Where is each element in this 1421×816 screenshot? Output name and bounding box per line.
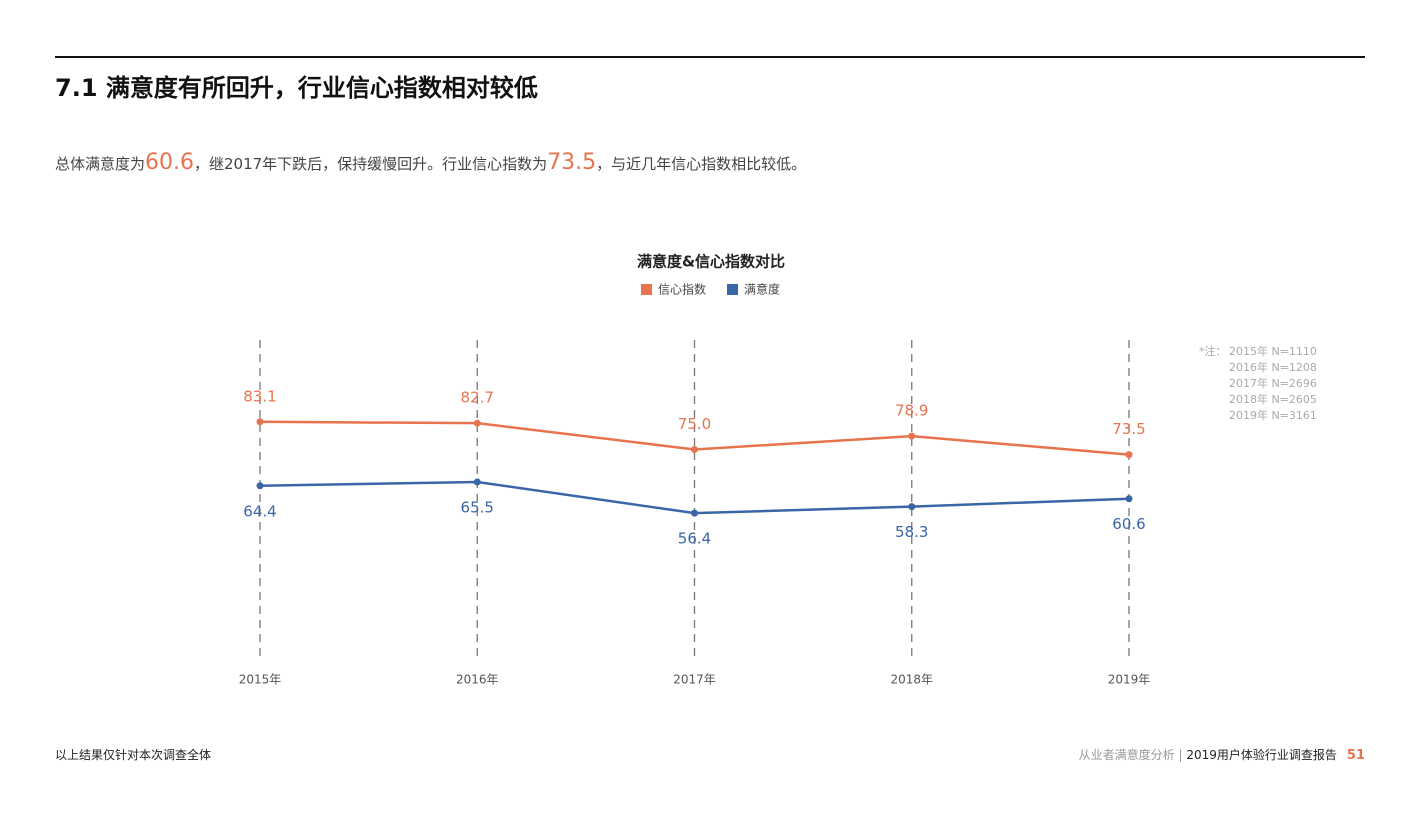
data-label: 83.1 xyxy=(243,387,276,405)
footer: 从业者满意度分析 | 2019用户体验行业调查报告 51 xyxy=(1079,746,1365,763)
note-line: 2018年 N=2605 xyxy=(1229,392,1317,406)
data-label: 82.7 xyxy=(461,389,494,407)
x-tick-label: 2019年 xyxy=(1108,673,1151,687)
separator: | xyxy=(1174,748,1187,762)
note-line: 2017年 N=2696 xyxy=(1229,376,1317,390)
data-point xyxy=(691,446,698,453)
note-line: 2019年 N=3161 xyxy=(1229,408,1317,422)
data-label: 65.5 xyxy=(461,498,494,516)
legend-label: 满意度 xyxy=(744,282,780,297)
data-point xyxy=(256,418,264,426)
data-point xyxy=(691,509,698,517)
data-label: 60.6 xyxy=(1112,515,1145,533)
text: 总体满意度为 xyxy=(55,155,146,173)
highlight: 73.5 xyxy=(547,150,597,175)
data-label: 58.3 xyxy=(895,523,928,541)
data-point xyxy=(1125,451,1133,459)
highlight: 60.6 xyxy=(145,150,194,175)
summary: 总体满意度为60.6，继2017年下跌后，保持缓慢回升。行业信心指数为73.5，… xyxy=(55,150,806,175)
data-label: 64.4 xyxy=(243,502,276,520)
page-title: 7.1 满意度有所回升，行业信心指数相对较低 xyxy=(55,74,538,102)
data-point xyxy=(908,432,916,440)
footer-section: 从业者满意度分析 xyxy=(1078,748,1175,762)
x-tick-label: 2017年 xyxy=(673,673,716,687)
x-tick-label: 2018年 xyxy=(890,673,933,687)
top-rule xyxy=(55,56,1365,58)
legend-swatch xyxy=(727,284,738,295)
data-label: 73.5 xyxy=(1112,420,1145,438)
legend-label: 信心指数 xyxy=(658,282,706,297)
page-number: 51 xyxy=(1346,748,1365,763)
data-point xyxy=(473,419,481,427)
note-label: *注： xyxy=(1199,344,1227,358)
data-label: 56.4 xyxy=(678,530,711,548)
text: ，继2017年下跌后，保持缓慢回升。行业信心指数为 xyxy=(194,155,548,173)
chart-title: 满意度&信心指数对比 xyxy=(637,253,785,271)
legend-swatch xyxy=(641,284,652,295)
data-point xyxy=(1125,495,1133,503)
text: ，与近几年信心指数相比较低。 xyxy=(596,155,807,173)
note-line: 2016年 N=1208 xyxy=(1229,360,1317,374)
footer-report: 2019用户体验行业调查报告 xyxy=(1186,748,1337,762)
data-point xyxy=(256,482,264,490)
footer-note: 以上结果仅针对本次调查全体 xyxy=(55,748,212,762)
x-tick-label: 2016年 xyxy=(456,673,499,687)
note-line: 2015年 N=1110 xyxy=(1229,344,1317,358)
x-tick-label: 2015年 xyxy=(239,673,282,687)
data-point xyxy=(908,503,916,511)
data-label: 75.0 xyxy=(678,415,711,433)
data-label: 78.9 xyxy=(895,402,928,420)
data-point xyxy=(473,478,481,486)
